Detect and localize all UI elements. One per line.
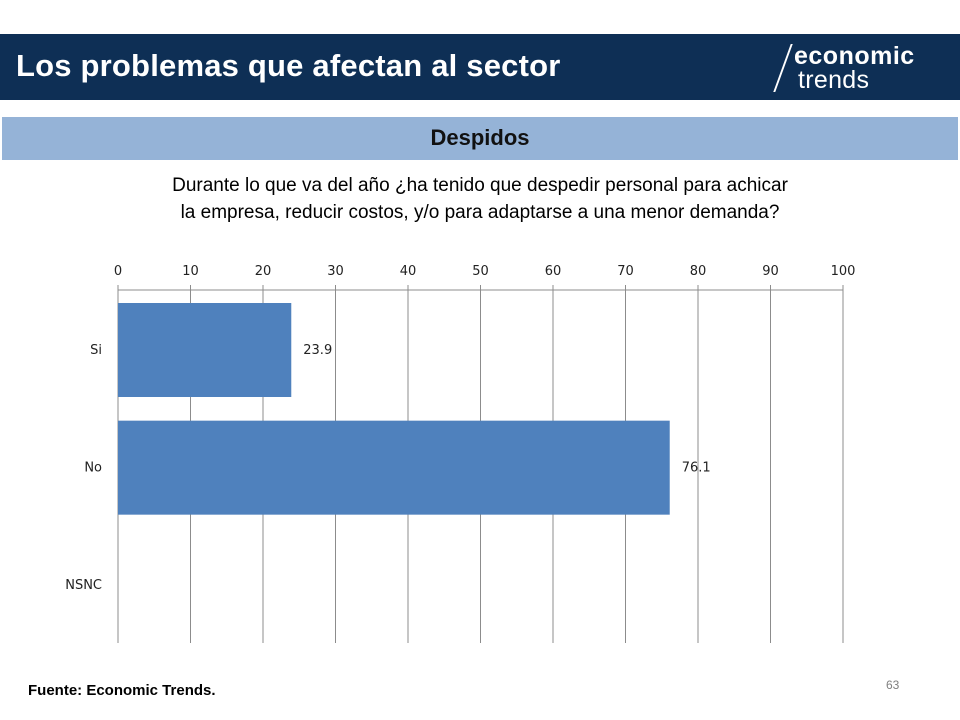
bar-si (118, 303, 292, 397)
category-label-nsnc: NSNC (65, 578, 102, 593)
x-tick-label-40: 40 (400, 264, 417, 279)
category-label-si: Si (90, 343, 102, 358)
header-bar: Los problemas que afectan al sector econ… (0, 34, 960, 100)
x-tick-label-50: 50 (472, 264, 489, 279)
survey-question: Durante lo que va del año ¿ha tenido que… (60, 172, 900, 226)
data-label-no: 76.1 (682, 461, 711, 476)
x-tick-label-70: 70 (617, 264, 634, 279)
x-tick-label-10: 10 (182, 264, 199, 279)
logo-slash-icon (773, 44, 793, 92)
category-label-no: No (84, 461, 102, 476)
bar-no (118, 420, 670, 515)
logo-text-top: economic (794, 42, 915, 70)
x-tick-label-0: 0 (114, 264, 122, 279)
data-label-si: 23.9 (303, 343, 332, 358)
x-tick-label-60: 60 (545, 264, 562, 279)
logo-text-bottom: trends (798, 66, 870, 94)
section-title: Despidos (430, 125, 530, 150)
question-line-1: Durante lo que va del año ¿ha tenido que… (172, 175, 788, 196)
section-bar: Despidos (2, 117, 958, 160)
x-tick-label-100: 100 (831, 264, 856, 279)
economic-trends-logo: economic trends (773, 42, 946, 94)
x-tick-label-30: 30 (327, 264, 344, 279)
x-tick-label-90: 90 (762, 264, 779, 279)
x-tick-label-80: 80 (690, 264, 707, 279)
x-tick-label-20: 20 (255, 264, 272, 279)
page-title: Los problemas que afectan al sector (16, 48, 561, 83)
source-note: Fuente: Economic Trends. (28, 682, 216, 699)
question-line-2: la empresa, reducir costos, y/o para ada… (180, 202, 780, 223)
page-number: 63 (886, 678, 900, 692)
bar-chart: 0 10 20 30 40 50 60 70 80 90 100 Si 23.9 No 76.1 NSNC (65, 264, 856, 643)
